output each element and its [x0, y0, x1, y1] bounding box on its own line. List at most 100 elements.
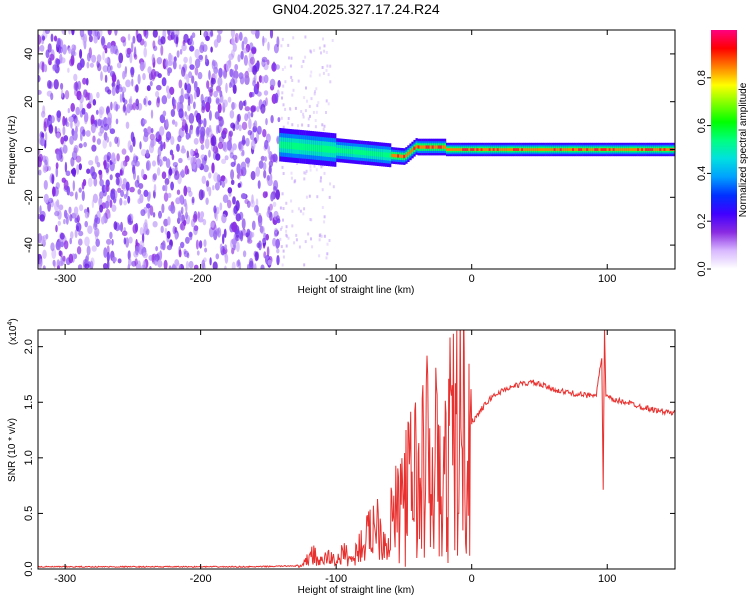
heatmap-sparse-cell — [289, 64, 292, 68]
heatmap-noise-cell — [240, 151, 245, 157]
heatmap-noise-cell — [187, 103, 191, 112]
heatmap-noise-cell — [249, 56, 255, 65]
heatmap-noise-cell — [39, 258, 43, 267]
heatmap-noise-cell — [102, 51, 105, 61]
heatmap-noise-cell — [137, 198, 142, 205]
heatmap-signal-cell — [631, 148, 634, 151]
heatmap-signal-cell — [637, 148, 640, 151]
heatmap-noise-cell — [245, 157, 251, 164]
heatmap-noise-cell — [60, 82, 64, 90]
heatmap-noise-cell — [276, 248, 280, 254]
heatmap-sparse-cell — [304, 55, 307, 59]
heatmap-sparse-cell — [281, 96, 283, 100]
heatmap-noise-cell — [107, 89, 112, 95]
heatmap-signal-cell — [565, 148, 569, 151]
heatmap-sparse-cell — [281, 165, 284, 169]
heatmap-noise-cell — [74, 82, 77, 90]
heatmap-sparse-cell — [309, 218, 312, 221]
heatmap-noise-cell — [162, 156, 168, 162]
heatmap-noise-cell — [237, 113, 241, 122]
heatmap-noise-cell — [267, 145, 271, 155]
heatmap-noise-cell — [155, 90, 160, 98]
heatmap-noise-cell — [222, 141, 228, 153]
heatmap-noise-cell — [143, 127, 148, 134]
heatmap-noise-cell — [191, 32, 196, 39]
heatmap-noise-cell — [157, 259, 163, 268]
heatmap-sparse-cell — [292, 88, 295, 92]
heatmap-noise-cell — [58, 260, 64, 267]
heatmap-noise-cell — [232, 196, 236, 205]
heatmap-sparse-cell — [303, 207, 306, 211]
heatmap-noise-cell — [194, 48, 200, 59]
heatmap-sparse-cell — [318, 234, 321, 238]
heatmap-noise-cell — [103, 263, 108, 269]
heatmap-signal-cell — [635, 148, 638, 151]
heatmap-noise-cell — [167, 67, 173, 74]
heatmap-signal-cell — [504, 148, 508, 151]
heatmap-sparse-cell — [285, 225, 288, 229]
heatmap-noise-cell — [55, 58, 61, 66]
heatmap-sparse-cell — [303, 171, 306, 175]
heatmap-noise-cell — [240, 193, 247, 200]
heatmap-noise-cell — [273, 180, 279, 191]
heatmap-sparse-cell — [304, 240, 307, 244]
heatmap-noise-cell — [248, 260, 254, 269]
heatmap-signal-cell — [348, 149, 351, 154]
heatmap-noise-cell — [128, 98, 132, 105]
heatmap-noise-cell — [136, 33, 142, 43]
heatmap-signal-cell — [464, 148, 467, 151]
heatmap-noise-cell — [222, 99, 228, 108]
heatmap-noise-cell — [38, 34, 42, 45]
heatmap-noise-cell — [56, 132, 61, 139]
heatmap-noise-cell — [183, 93, 188, 99]
heatmap-signal-cell — [376, 151, 380, 157]
heatmap-noise-cell — [153, 184, 157, 192]
heatmap-noise-cell — [121, 148, 127, 155]
heatmap-noise-cell — [51, 174, 55, 185]
heatmap-signal-cell — [651, 148, 654, 151]
heatmap-noise-cell — [107, 30, 112, 36]
heatmap-noise-cell — [178, 157, 183, 164]
heatmap-noise-cell — [206, 80, 210, 89]
heatmap-noise-cell — [194, 58, 201, 69]
heatmap-noise-cell — [106, 238, 112, 245]
heatmap-signal-cell — [482, 148, 485, 151]
heatmap-noise-cell — [57, 220, 61, 226]
heatmap-noise-cell — [117, 187, 122, 193]
heatmap-noise-cell — [171, 119, 176, 125]
heatmap-noise-cell — [189, 231, 193, 241]
heatmap-sparse-cell — [281, 192, 284, 196]
heatmap-noise-cell — [245, 43, 251, 53]
heatmap-noise-cell — [43, 180, 48, 190]
heatmap-sparse-cell — [284, 65, 287, 69]
heatmap-sparse-cell — [301, 123, 304, 127]
heatmap-signal-cell — [281, 141, 284, 149]
heatmap-noise-cell — [91, 171, 97, 180]
heatmap-noise-cell — [239, 230, 244, 242]
heatmap-sparse-cell — [311, 245, 314, 249]
heatmap-signal-cell — [659, 148, 662, 151]
heatmap-signal-cell — [466, 148, 469, 151]
heatmap-noise-cell — [53, 79, 59, 90]
heatmap-noise-cell — [252, 80, 256, 87]
heatmap-noise-cell — [231, 101, 235, 111]
heatmap-noise-cell — [79, 204, 84, 212]
heatmap-noise-cell — [167, 216, 171, 226]
heatmap-noise-cell — [208, 172, 212, 179]
heatmap-noise-cell — [176, 50, 180, 58]
heatmap-noise-cell — [102, 65, 109, 73]
colorbar-tick-label: 0.0 — [696, 261, 708, 276]
heatmap-noise-cell — [63, 209, 68, 219]
heatmap-noise-cell — [97, 63, 102, 72]
heatmap-noise-cell — [127, 250, 131, 261]
heatmap-noise-cell — [218, 67, 223, 78]
heatmap-sparse-cell — [290, 199, 293, 203]
heatmap-sparse-cell — [300, 110, 303, 113]
heatmap-noise-cell — [139, 227, 144, 236]
heatmap-noise-cell — [172, 225, 176, 235]
heatmap-sparse-cell — [306, 99, 308, 103]
heatmap-signal-cell — [385, 152, 388, 158]
heatmap-noise-cell — [213, 230, 218, 241]
heatmap-noise-cell — [75, 106, 80, 116]
heatmap-noise-cell — [214, 182, 220, 191]
